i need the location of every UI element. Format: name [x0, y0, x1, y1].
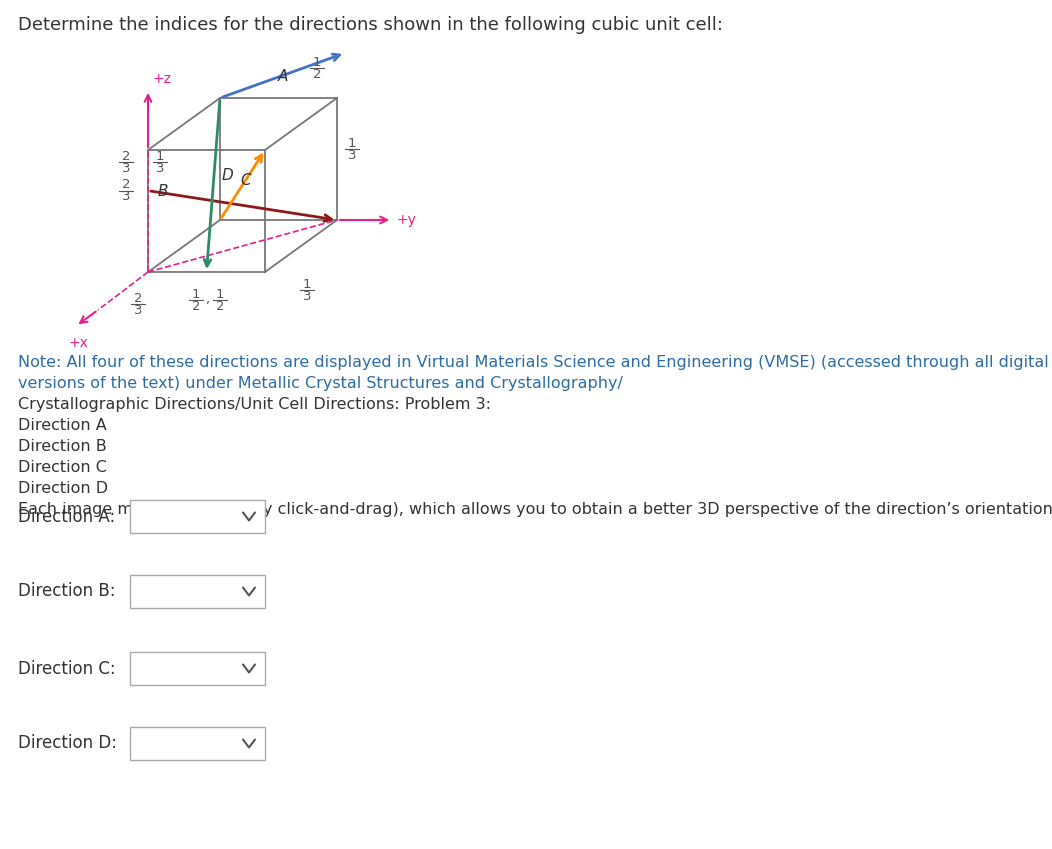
- Text: Each image may be rotated (by click-and-drag), which allows you to obtain a bett: Each image may be rotated (by click-and-…: [18, 502, 1052, 517]
- Text: Direction C: Direction C: [18, 460, 107, 475]
- Text: Direction B:: Direction B:: [18, 582, 116, 600]
- Text: 2: 2: [312, 68, 321, 81]
- Text: +z: +z: [151, 72, 171, 86]
- Text: D: D: [221, 168, 232, 183]
- Text: A: A: [278, 69, 288, 83]
- Text: Direction A: Direction A: [18, 418, 106, 433]
- FancyBboxPatch shape: [130, 727, 265, 760]
- Text: 2: 2: [216, 300, 224, 312]
- Text: 1: 1: [156, 149, 164, 162]
- Text: +y: +y: [396, 213, 416, 227]
- Text: Direction C:: Direction C:: [18, 660, 116, 678]
- FancyBboxPatch shape: [130, 652, 265, 685]
- Text: 3: 3: [303, 290, 311, 302]
- FancyBboxPatch shape: [130, 500, 265, 533]
- Text: 1: 1: [216, 288, 224, 301]
- Text: Note: All four of these directions are displayed in Virtual Materials Science an: Note: All four of these directions are d…: [18, 355, 1049, 370]
- Text: 3: 3: [348, 149, 357, 161]
- Text: 1: 1: [312, 55, 321, 69]
- Text: 3: 3: [156, 161, 164, 175]
- Text: 2: 2: [191, 300, 200, 312]
- Text: Crystallographic Directions/Unit Cell Directions: Problem 3:: Crystallographic Directions/Unit Cell Di…: [18, 397, 491, 412]
- FancyBboxPatch shape: [130, 575, 265, 608]
- Text: Direction D: Direction D: [18, 481, 108, 496]
- Text: 2: 2: [134, 291, 142, 305]
- Text: 2: 2: [122, 178, 130, 191]
- Text: 2: 2: [122, 149, 130, 162]
- Text: Direction D:: Direction D:: [18, 734, 117, 752]
- Text: Determine the indices for the directions shown in the following cubic unit cell:: Determine the indices for the directions…: [18, 16, 723, 34]
- Text: C: C: [240, 173, 250, 188]
- Text: Direction B: Direction B: [18, 439, 106, 454]
- Text: +x: +x: [68, 336, 88, 350]
- Text: 1: 1: [348, 137, 357, 149]
- Text: 3: 3: [122, 190, 130, 203]
- Text: ,: ,: [205, 294, 209, 306]
- Text: versions of the text) under Metallic Crystal Structures and Crystallography/: versions of the text) under Metallic Cry…: [18, 376, 623, 391]
- Text: Direction A:: Direction A:: [18, 508, 116, 526]
- Text: 1: 1: [303, 278, 311, 290]
- Text: 3: 3: [134, 303, 142, 317]
- Text: 1: 1: [191, 288, 200, 301]
- Text: B: B: [158, 183, 168, 199]
- Text: 3: 3: [122, 161, 130, 175]
